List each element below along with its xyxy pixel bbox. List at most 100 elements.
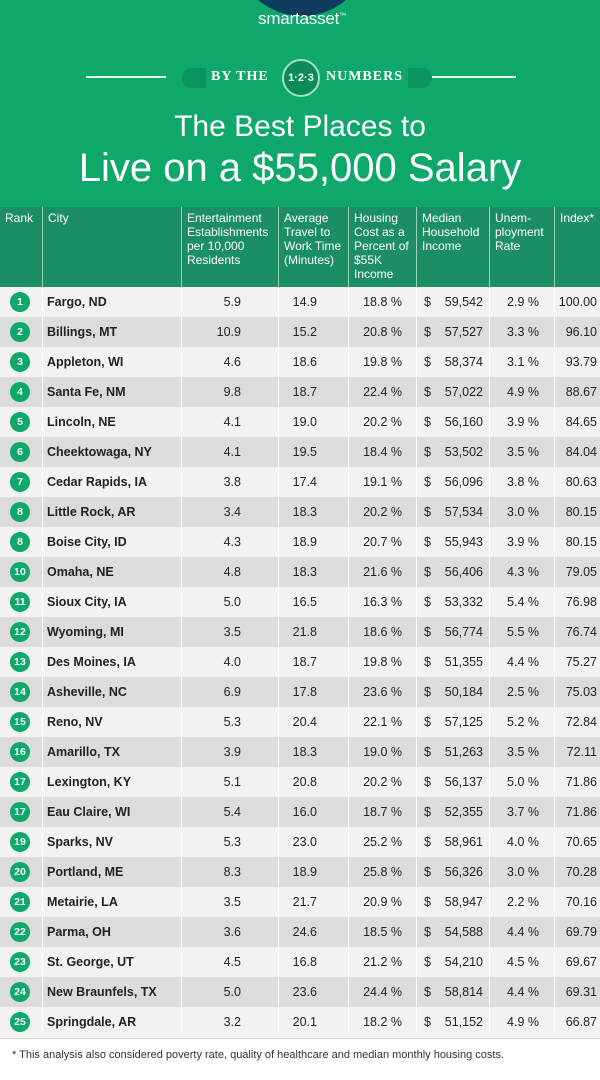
housing-cost-value: 16.3 %	[363, 595, 402, 609]
currency-symbol: $	[424, 445, 431, 459]
median-income-value: 58,374	[444, 355, 483, 369]
header-rank: Rank	[5, 211, 34, 225]
travel-time-value: 19.0	[292, 415, 317, 429]
housing-cost-value: 18.5 %	[363, 925, 402, 939]
median-income-value: 57,527	[444, 325, 483, 339]
rank-badge: 11	[10, 592, 30, 612]
unemployment-value: 5.5 %	[507, 625, 539, 639]
header-housing-cost: Housing Cost as a Percent of $55K Income	[348, 207, 416, 287]
city-name: Little Rock, AR	[47, 505, 136, 519]
housing-cost-value: 21.6 %	[363, 565, 402, 579]
index-value: 69.79	[565, 925, 597, 939]
housing-cost-value: 22.1 %	[363, 715, 402, 729]
index-value: 84.65	[565, 415, 597, 429]
unemployment-value: 2.9 %	[507, 295, 539, 309]
city-name: Omaha, NE	[47, 565, 114, 579]
index-value: 72.84	[565, 715, 597, 729]
index-value: 70.65	[565, 835, 597, 849]
unemployment-value: 4.5 %	[507, 955, 539, 969]
median-income-value: 53,332	[444, 595, 483, 609]
travel-time-value: 18.3	[292, 745, 317, 759]
table-row: 7 Cedar Rapids, IA 3.8 17.4 19.1 % $56,096 3.8…	[0, 467, 600, 497]
currency-symbol: $	[424, 535, 431, 549]
housing-cost-value: 20.2 %	[363, 415, 402, 429]
housing-cost-value: 18.8 %	[363, 295, 402, 309]
unemployment-value: 4.0 %	[507, 835, 539, 849]
entertainment-value: 5.9	[223, 295, 241, 309]
table-row: 24 New Braunfels, TX 5.0 23.6 24.4 % $58,814 4…	[0, 977, 600, 1007]
table-row: 8 Boise City, ID 4.3 18.9 20.7 % $55,943 3.9 %…	[0, 527, 600, 557]
city-name: Metairie, LA	[47, 895, 118, 909]
median-income-value: 59,542	[444, 295, 483, 309]
unemployment-value: 5.2 %	[507, 715, 539, 729]
column-divider	[489, 287, 490, 1033]
table-row: 20 Portland, ME 8.3 18.9 25.8 % $56,326 3.0 % 7…	[0, 857, 600, 887]
index-value: 70.16	[565, 895, 597, 909]
table-header: Rank City Entertainment Establishments p…	[0, 207, 600, 287]
index-value: 71.86	[565, 775, 597, 789]
rank-badge: 3	[10, 352, 30, 372]
rank-badge: 6	[10, 442, 30, 462]
header-median-income: Median Household Income	[416, 207, 489, 287]
rank-badge: 25	[10, 1012, 30, 1032]
rank-badge: 19	[10, 832, 30, 852]
table-row: 17 Lexington, KY 5.1 20.8 20.2 % $56,137 5.0 %…	[0, 767, 600, 797]
currency-symbol: $	[424, 1015, 431, 1029]
table-row: 14 Asheville, NC 6.9 17.8 23.6 % $50,184 2.5 %…	[0, 677, 600, 707]
unemployment-value: 3.8 %	[507, 475, 539, 489]
table-row: 12 Wyoming, MI 3.5 21.8 18.6 % $56,774 5.5 % 76…	[0, 617, 600, 647]
housing-cost-value: 24.4 %	[363, 985, 402, 999]
smartasset-logo[interactable]: smartasset™	[258, 9, 346, 28]
table-row: 13 Des Moines, IA 4.0 18.7 19.8 % $51,355 4.4 …	[0, 647, 600, 677]
unemployment-value: 4.4 %	[507, 655, 539, 669]
currency-symbol: $	[424, 565, 431, 579]
median-income-value: 56,096	[444, 475, 483, 489]
currency-symbol: $	[424, 355, 431, 369]
currency-symbol: $	[424, 985, 431, 999]
page-title-line2: Live on a $55,000 Salary	[78, 146, 522, 190]
housing-cost-value: 20.7 %	[363, 535, 402, 549]
entertainment-value: 9.8	[223, 385, 241, 399]
travel-time-value: 18.7	[292, 655, 317, 669]
entertainment-value: 4.1	[223, 445, 241, 459]
table-row: 4 Santa Fe, NM 9.8 18.7 22.4 % $57,022 4.9 % 88…	[0, 377, 600, 407]
currency-symbol: $	[424, 475, 431, 489]
city-name: Fargo, ND	[47, 295, 107, 309]
table-row: 8 Little Rock, AR 3.4 18.3 20.2 % $57,534 3.0 …	[0, 497, 600, 527]
header-entertainment: Entertainment Establishments per 10,000 …	[181, 207, 278, 287]
currency-symbol: $	[424, 715, 431, 729]
entertainment-value: 3.6	[223, 925, 241, 939]
unemployment-value: 4.9 %	[507, 385, 539, 399]
median-income-value: 54,588	[444, 925, 483, 939]
housing-cost-value: 20.2 %	[363, 505, 402, 519]
entertainment-value: 4.1	[223, 415, 241, 429]
travel-time-value: 18.9	[292, 535, 317, 549]
table-row: 5 Lincoln, NE 4.1 19.0 20.2 % $56,160 3.9 % 84.…	[0, 407, 600, 437]
entertainment-value: 5.0	[223, 595, 241, 609]
travel-time-value: 19.5	[292, 445, 317, 459]
housing-cost-value: 25.2 %	[363, 835, 402, 849]
housing-cost-value: 19.8 %	[363, 655, 402, 669]
table-row: 19 Sparks, NV 5.3 23.0 25.2 % $58,961 4.0 % 70.…	[0, 827, 600, 857]
footnote-divider	[0, 1038, 600, 1039]
index-value: 84.04	[565, 445, 597, 459]
header-unemployment: Unem-ployment Rate	[489, 207, 554, 287]
median-income-value: 56,137	[444, 775, 483, 789]
entertainment-value: 10.9	[216, 325, 241, 339]
rank-badge: 17	[10, 802, 30, 822]
travel-time-value: 16.0	[292, 805, 317, 819]
unemployment-value: 5.4 %	[507, 595, 539, 609]
index-value: 80.15	[565, 535, 597, 549]
travel-time-value: 18.9	[292, 865, 317, 879]
unemployment-value: 3.5 %	[507, 445, 539, 459]
entertainment-value: 3.5	[223, 625, 241, 639]
city-name: Sparks, NV	[47, 835, 114, 849]
entertainment-value: 8.3	[223, 865, 241, 879]
city-name: Springdale, AR	[47, 1015, 137, 1029]
travel-time-value: 18.3	[292, 565, 317, 579]
rank-badge: 21	[10, 892, 30, 912]
rank-badge: 23	[10, 952, 30, 972]
rank-badge: 17	[10, 772, 30, 792]
city-name: Boise City, ID	[47, 535, 127, 549]
housing-cost-value: 21.2 %	[363, 955, 402, 969]
